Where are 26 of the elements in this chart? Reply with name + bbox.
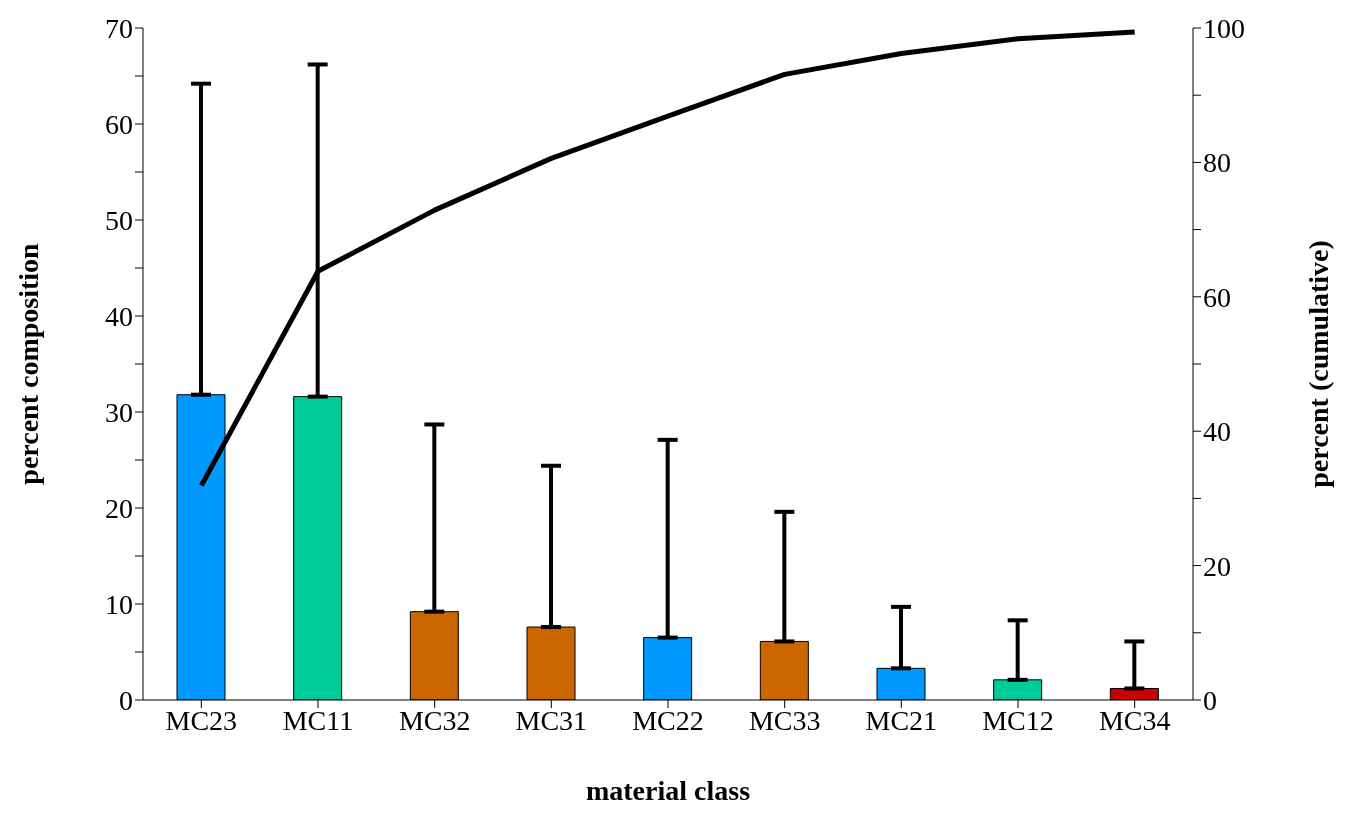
y2-tick-label: 0 bbox=[1203, 684, 1217, 716]
x-tick-label: MC32 bbox=[398, 704, 471, 736]
y2-axis-title: percent (cumulative) bbox=[1302, 240, 1334, 488]
y-tick-label: 30 bbox=[105, 396, 133, 428]
x-tick-label: MC33 bbox=[748, 704, 821, 736]
y2-tick-label: 60 bbox=[1203, 281, 1231, 313]
y-tick-label: 60 bbox=[105, 108, 133, 140]
y-tick-label: 50 bbox=[105, 204, 133, 236]
y-tick-label: 40 bbox=[105, 300, 133, 332]
x-axis-title: material class bbox=[585, 775, 751, 806]
y-tick-label: 20 bbox=[105, 492, 133, 524]
y2-tick-label: 40 bbox=[1203, 416, 1231, 448]
x-tick-label: MC21 bbox=[865, 704, 938, 736]
x-tick-label: MC11 bbox=[282, 704, 354, 736]
y-axis-title: percent composition bbox=[12, 242, 44, 485]
x-tick-label: MC31 bbox=[515, 704, 588, 736]
x-tick-label: MC23 bbox=[165, 704, 238, 736]
y2-tick-label: 100 bbox=[1203, 12, 1245, 44]
y2-tick-label: 20 bbox=[1203, 550, 1231, 582]
y2-tick-label: 80 bbox=[1203, 147, 1231, 179]
x-tick-label: MC34 bbox=[1098, 704, 1171, 736]
x-tick-label: MC12 bbox=[982, 704, 1054, 736]
x-tick-label: MC22 bbox=[632, 704, 704, 736]
y-tick-label: 10 bbox=[105, 588, 133, 620]
y-tick-label: 0 bbox=[119, 684, 133, 716]
y-tick-label: 70 bbox=[105, 12, 133, 44]
